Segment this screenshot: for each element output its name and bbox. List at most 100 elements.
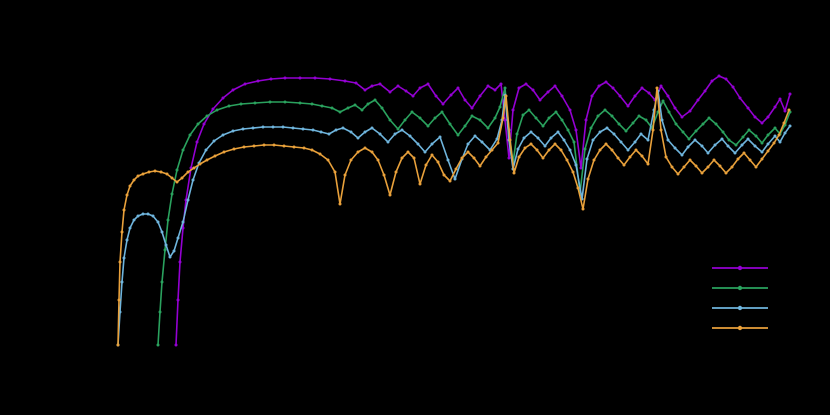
series-marker-purple <box>470 106 474 110</box>
series-marker-orange <box>460 156 464 160</box>
series-marker-green <box>158 310 162 314</box>
series-marker-purple <box>298 76 302 80</box>
series-marker-orange <box>604 142 608 146</box>
series-marker-blue <box>122 256 126 260</box>
series-marker-purple <box>441 102 445 106</box>
series-marker-blue <box>495 137 499 141</box>
series-marker-orange <box>670 165 674 169</box>
series-marker-orange <box>310 148 314 152</box>
series-marker-purple <box>574 128 578 132</box>
series-marker-orange <box>529 142 533 146</box>
series-marker-blue <box>251 126 255 130</box>
series-marker-orange <box>598 148 602 152</box>
series-marker-green <box>380 106 384 110</box>
series-marker-purple <box>328 77 332 81</box>
series-marker-green <box>433 116 437 120</box>
series-marker-orange <box>343 173 347 177</box>
series-marker-purple <box>404 89 408 93</box>
series-marker-orange <box>448 179 452 183</box>
series-marker-green <box>373 98 377 102</box>
series-marker-blue <box>605 126 609 130</box>
series-marker-orange <box>766 149 770 153</box>
series-marker-purple <box>604 80 608 84</box>
series-marker-blue <box>151 214 155 218</box>
series-marker-orange <box>504 94 508 98</box>
series-marker-green <box>687 137 691 141</box>
series-marker-purple <box>717 74 721 78</box>
series-marker-green <box>707 116 711 120</box>
series-marker-purple <box>478 94 482 98</box>
series-line-orange <box>117 87 790 346</box>
series-marker-green <box>727 138 731 142</box>
series-marker-orange <box>742 151 746 155</box>
series-marker-purple <box>760 121 764 125</box>
series-marker-blue <box>176 236 180 240</box>
series-marker-green <box>747 128 751 132</box>
series-marker-blue <box>522 136 526 140</box>
series-marker-purple <box>584 118 588 122</box>
series-marker-blue <box>639 132 643 136</box>
series-marker-purple <box>449 93 453 97</box>
series-marker-purple <box>269 77 273 81</box>
series-marker-orange <box>581 207 585 211</box>
series-marker-purple <box>688 109 692 113</box>
series-marker-green <box>701 122 705 126</box>
series-marker-blue <box>168 255 172 259</box>
legend-marker-blue <box>737 305 743 311</box>
series-marker-blue <box>760 150 764 154</box>
series-marker-orange <box>205 158 209 162</box>
series-marker-orange <box>706 165 710 169</box>
series-marker-purple <box>363 88 367 92</box>
series-marker-blue <box>311 128 315 132</box>
series-marker-purple <box>503 118 507 122</box>
series-marker-orange <box>700 171 704 175</box>
series-marker-blue <box>231 129 235 133</box>
series-marker-purple <box>178 260 182 264</box>
series-marker-purple <box>388 90 392 94</box>
series-marker-purple <box>703 89 707 93</box>
series-marker-green <box>773 126 777 130</box>
series-marker-blue <box>271 125 275 129</box>
series-marker-blue <box>660 118 664 122</box>
series-marker-green <box>330 106 334 110</box>
series-marker-green <box>170 192 174 196</box>
series-marker-green <box>403 118 407 122</box>
series-marker-orange <box>349 158 353 162</box>
series-marker-purple <box>456 86 460 90</box>
series-marker-orange <box>508 138 512 142</box>
series-marker-blue <box>686 145 690 149</box>
series-marker-blue <box>164 243 168 247</box>
series-marker-green <box>667 110 671 114</box>
series-marker-blue <box>666 138 670 142</box>
series-marker-blue <box>700 144 704 148</box>
series-marker-orange <box>180 176 184 180</box>
series-marker-green <box>560 118 564 122</box>
series-marker-green <box>470 114 474 118</box>
series-marker-blue <box>261 125 265 129</box>
series-marker-green <box>478 118 482 122</box>
series-marker-purple <box>618 94 622 98</box>
series-marker-orange <box>292 145 296 149</box>
series-marker-green <box>721 130 725 134</box>
series-marker-purple <box>202 122 206 126</box>
series-marker-purple <box>434 94 438 98</box>
series-marker-green <box>527 108 531 112</box>
series-marker-orange <box>736 157 740 161</box>
series-marker-purple <box>221 96 225 100</box>
series-marker-green <box>360 108 364 112</box>
series-marker-orange <box>213 154 217 158</box>
series-marker-orange <box>370 150 374 154</box>
series-marker-green <box>741 135 745 139</box>
series-marker-orange <box>128 184 132 188</box>
series-marker-purple <box>256 79 260 83</box>
series-marker-green <box>188 133 192 137</box>
series-marker-orange <box>406 150 410 154</box>
series-marker-blue <box>120 280 124 284</box>
series-marker-orange <box>777 133 781 137</box>
series-marker-blue <box>612 132 616 136</box>
series-marker-green <box>486 126 490 130</box>
series-marker-green <box>624 129 628 133</box>
series-marker-green <box>644 118 648 122</box>
series-marker-green <box>440 110 444 114</box>
series-marker-green <box>268 100 272 104</box>
